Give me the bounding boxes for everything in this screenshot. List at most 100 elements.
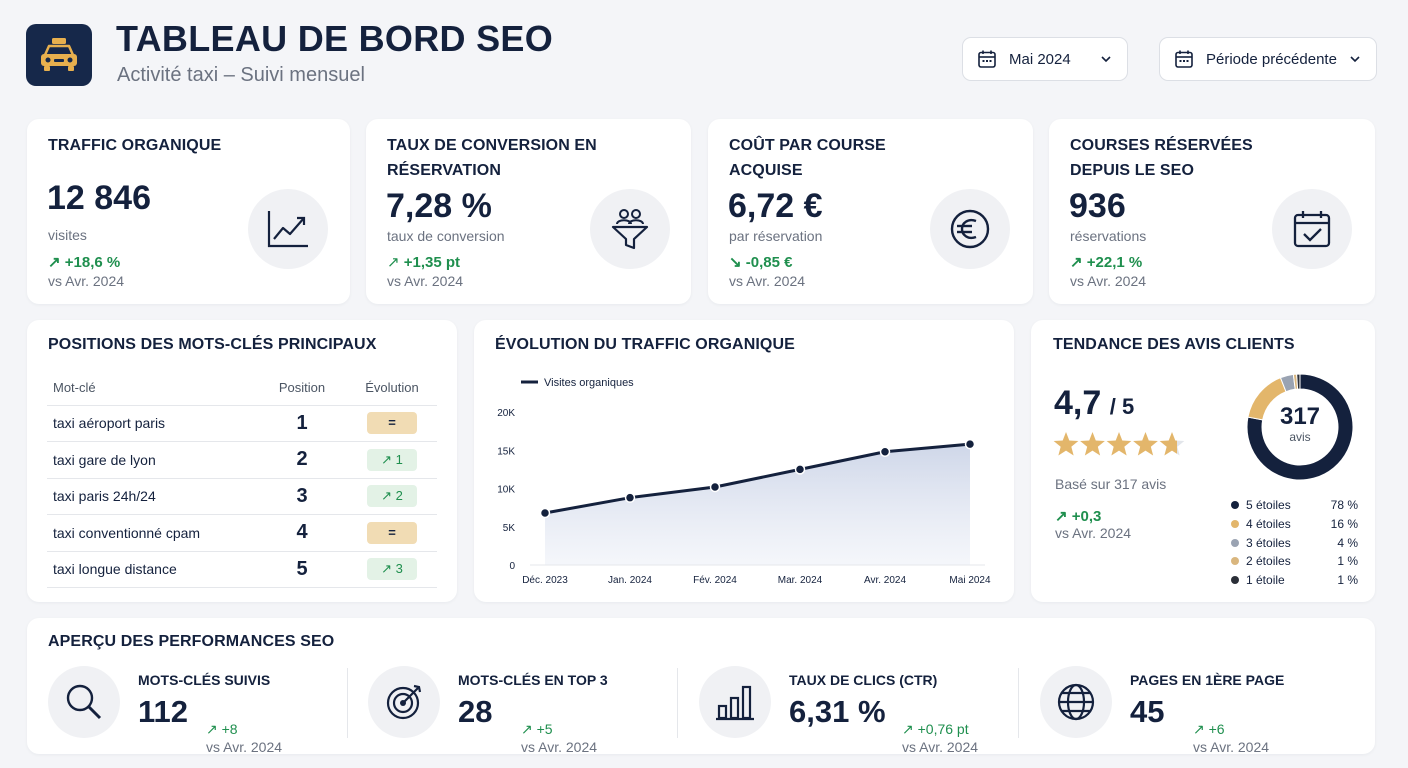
perf-value: 6,31 % xyxy=(789,694,886,729)
arrow-up-right-icon: ↗ xyxy=(1070,254,1087,271)
evolution-badge: ↗ 1 xyxy=(367,448,417,471)
legend-value: 16 % xyxy=(1330,517,1358,532)
legend-label: 2 étoiles xyxy=(1246,554,1291,569)
donut-slice xyxy=(1296,373,1301,390)
legend-label: 5 étoiles xyxy=(1246,498,1291,513)
perf-title: MOTS-CLÉS EN TOP 3 xyxy=(458,672,608,688)
legend-item: 2 étoiles 1 % xyxy=(1231,552,1358,571)
divider xyxy=(347,668,348,738)
perf-change: ↗ +5 xyxy=(521,721,553,737)
compare-period-select[interactable]: Période précédente xyxy=(1159,37,1377,81)
traffic-data-point xyxy=(794,464,806,475)
evolution-cell: ↗ 2 xyxy=(347,478,437,515)
target-icon xyxy=(368,666,440,738)
table-row: taxi aéroport paris 1 = xyxy=(47,405,437,442)
traffic-area-chart: Visites organiques 0 5K 10K 15K 20K Déc. 2023… xyxy=(497,377,991,586)
page-subtitle: Activité taxi – Suivi mensuel xyxy=(117,64,365,86)
position-cell: 2 xyxy=(257,441,347,479)
y-tick-label: 15K xyxy=(497,446,515,457)
kpi-title: COÛT PAR COURSE ACQUISE xyxy=(729,137,886,179)
kpi-unit: taux de conversion xyxy=(387,228,505,244)
taxi-logo-icon xyxy=(26,24,92,86)
legend-value: 4 % xyxy=(1337,535,1358,550)
perf-compare: vs Avr. 2024 xyxy=(1193,739,1270,755)
arrow-up-right-icon: ↗ xyxy=(387,254,404,271)
kpi-title: COURSES RÉSERVÉES DEPUIS LE SEO xyxy=(1070,137,1253,179)
kpi-compare: vs Avr. 2024 xyxy=(1070,273,1147,289)
kpi-card-cost-per-ride: COÛT PAR COURSE ACQUISE 6,72 € par réser… xyxy=(708,119,1033,304)
y-tick-label: 5K xyxy=(503,523,516,534)
kpi-card-booked-rides: COURSES RÉSERVÉES DEPUIS LE SEO 936 rése… xyxy=(1049,119,1375,304)
legend-dot xyxy=(1231,576,1239,585)
evolution-badge: = xyxy=(367,521,417,544)
traffic-data-point xyxy=(879,446,891,458)
traffic-chart-title: ÉVOLUTION DU TRAFFIC ORGANIQUE xyxy=(495,336,795,353)
legend-value: 1 % xyxy=(1337,573,1358,588)
star-icon xyxy=(1159,432,1185,456)
perf-top3-keywords: MOTS-CLÉS EN TOP 3 28 ↗ +5 vs Avr. 2024 xyxy=(368,666,668,755)
calendar-icon xyxy=(1175,50,1193,68)
table-row: taxi longue distance 5 ↗ 3 xyxy=(47,551,437,588)
kpi-change: ↘ -0,85 € xyxy=(729,254,793,271)
keyword-cell: taxi gare de lyon xyxy=(47,441,257,479)
kpi-value: 6,72 € xyxy=(728,187,823,225)
divider xyxy=(1018,668,1019,738)
table-row: taxi conventionné cpam 4 = xyxy=(47,514,437,552)
trend-up-icon xyxy=(248,189,328,269)
perf-ctr: TAUX DE CLICS (CTR) 6,31 % ↗ +0,76 pt vs… xyxy=(699,666,999,755)
evolution-badge: ↗ 2 xyxy=(367,485,417,508)
month-select[interactable]: Mai 2024 xyxy=(962,37,1128,81)
traffic-data-point xyxy=(624,492,636,503)
keyword-cell: taxi conventionné cpam xyxy=(47,514,257,552)
perf-title: PAGES EN 1ÈRE PAGE xyxy=(1130,672,1285,688)
legend-item: 3 étoiles 4 % xyxy=(1231,533,1358,552)
perf-tracked-keywords: MOTS-CLÉS SUIVIS 112 ↗ +8 vs Avr. 2024 xyxy=(48,666,338,755)
arrow-up-right-icon: ↗ xyxy=(48,254,65,271)
reviews-title: TENDANCE DES AVIS CLIENTS xyxy=(1053,336,1295,353)
legend-label: 3 étoiles xyxy=(1246,535,1291,550)
star-rating xyxy=(1053,432,1185,456)
y-tick-label: 0 xyxy=(509,561,515,572)
performance-title: APERÇU DES PERFORMANCES SEO xyxy=(48,633,335,650)
legend-label: 1 étoile xyxy=(1246,573,1285,588)
position-cell: 1 xyxy=(257,405,347,442)
review-score: 4,7 / 5 xyxy=(1054,384,1135,422)
legend-dot xyxy=(1231,538,1239,547)
position-cell: 5 xyxy=(257,551,347,588)
legend-label: Visites organiques xyxy=(544,377,634,389)
performance-card: APERÇU DES PERFORMANCES SEO MOTS-CLÉS SU… xyxy=(27,618,1375,755)
table-row: taxi paris 24h/24 3 ↗ 2 xyxy=(47,478,437,515)
traffic-data-point xyxy=(709,481,721,493)
perf-first-page: PAGES EN 1ÈRE PAGE 45 ↗ +6 vs Avr. 2024 xyxy=(1040,666,1340,755)
kpi-unit: réservations xyxy=(1070,228,1147,244)
y-tick-label: 20K xyxy=(497,408,515,419)
perf-value: 112 xyxy=(138,694,189,729)
calendar-check-icon xyxy=(1272,189,1352,269)
kpi-compare: vs Avr. 2024 xyxy=(48,273,125,289)
traffic-area-fill xyxy=(545,444,970,565)
x-tick-label: Mai 2024 xyxy=(949,575,991,586)
legend-item: 1 étoile 1 % xyxy=(1231,571,1358,590)
x-tick-label: Déc. 2023 xyxy=(522,575,568,586)
star-icon xyxy=(1106,432,1132,456)
x-tick-label: Fév. 2024 xyxy=(693,575,737,586)
perf-change: ↗ +6 xyxy=(1193,721,1225,737)
kpi-change: ↗ +22,1 % xyxy=(1070,254,1143,271)
kpi-value: 936 xyxy=(1069,187,1126,225)
chevron-down-icon xyxy=(1101,56,1111,63)
calendar-icon xyxy=(978,50,996,68)
perf-title: TAUX DE CLICS (CTR) xyxy=(789,672,938,688)
kpi-change: ↗ +18,6 % xyxy=(48,254,121,271)
column-header-keyword: Mot-clé xyxy=(47,370,257,406)
bar-chart-icon xyxy=(699,666,771,738)
x-tick-label: Mar. 2024 xyxy=(778,575,823,586)
star-icon xyxy=(1053,432,1079,456)
legend-dot xyxy=(1231,501,1239,510)
perf-change: ↗ +8 xyxy=(206,721,238,737)
legend-value: 78 % xyxy=(1330,498,1358,513)
legend-dot xyxy=(1231,520,1239,529)
perf-value: 28 xyxy=(458,694,493,729)
traffic-chart-card: ÉVOLUTION DU TRAFFIC ORGANIQUE Visites o… xyxy=(474,320,1014,602)
x-tick-label: Avr. 2024 xyxy=(864,575,907,586)
reviews-card: TENDANCE DES AVIS CLIENTS 4,7 / 5 Basé s… xyxy=(1031,320,1375,602)
